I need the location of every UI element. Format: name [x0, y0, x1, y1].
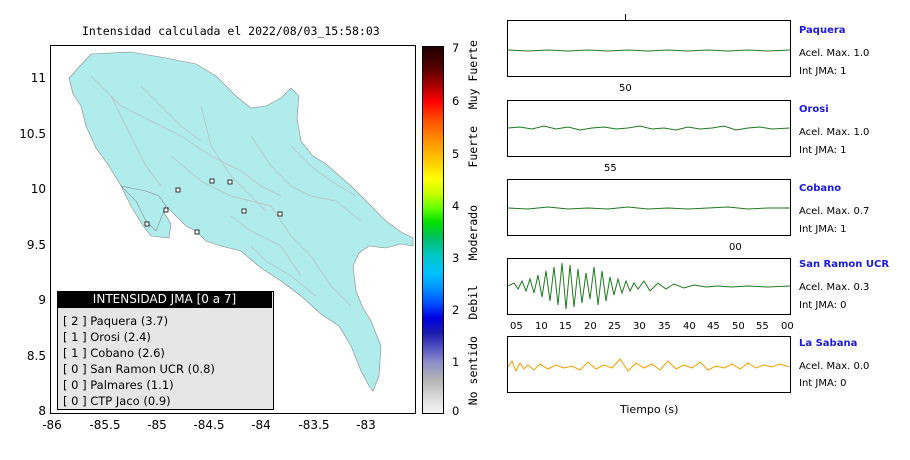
map-ytick: 10.5	[19, 127, 46, 141]
road-network	[90, 75, 362, 307]
map-xtick: -83.5	[298, 418, 330, 432]
colorbar-label: No sentido	[466, 336, 480, 406]
waveform-panel-orosi[interactable]	[507, 100, 791, 157]
station-accel: Acel. Max. 1.0	[799, 127, 870, 138]
waveform-panel-la-sabana[interactable]	[507, 336, 791, 393]
colorbar-label: Muy Fuerte	[466, 40, 480, 110]
station-markers	[144, 178, 283, 235]
time-tick: 20	[584, 321, 597, 332]
waveform-trace	[508, 206, 790, 210]
legend-item: [ 1 ] Orosi (2.4)	[63, 330, 151, 344]
colorbar-tick: 4	[452, 199, 460, 213]
waveform-trace	[508, 262, 790, 310]
legend-item: [ 2 ] Paquera (3.7)	[63, 314, 169, 328]
colorbar-label: Debil	[466, 285, 480, 320]
station-name: Cobano	[799, 183, 842, 194]
time-tick: 10	[535, 321, 548, 332]
map-xtick: -85.5	[89, 418, 121, 432]
time-tick-mark	[625, 14, 626, 20]
time-tick: 15	[559, 321, 572, 332]
time-tick: 30	[633, 321, 646, 332]
colorbar-tick: 3	[452, 251, 460, 265]
station-jma: Int JMA: 1	[799, 66, 847, 77]
time-tick: 25	[608, 321, 621, 332]
map-ytick: 9.5	[26, 238, 46, 252]
panel-time-label: 00	[729, 242, 742, 253]
station-accel: Acel. Max. 0.0	[799, 361, 870, 372]
map-xtick: -83	[356, 418, 376, 432]
station-name: Paquera	[799, 25, 846, 36]
station-jma: Int JMA: 0	[799, 378, 847, 389]
map-title: Intensidad calculada el 2022/08/03_15:58…	[82, 24, 380, 38]
costa-rica-map	[68, 51, 414, 392]
colorbar-tick: 5	[452, 147, 460, 161]
waveform-trace	[508, 125, 790, 131]
map-ytick: 9	[38, 293, 46, 307]
time-tick: 50	[732, 321, 745, 332]
panel-time-label: 55	[604, 163, 617, 174]
station-name: San Ramon UCR	[799, 259, 890, 270]
station-name: La Sabana	[799, 338, 858, 349]
colorbar-tick: 6	[452, 94, 460, 108]
legend-item: [ 0 ] Palmares (1.1)	[63, 378, 174, 392]
colorbar-label: Fuerte	[466, 126, 480, 168]
waveform-panel-san-ramon-ucr[interactable]	[507, 258, 791, 315]
land-costa-rica	[68, 51, 414, 392]
time-tick: 45	[707, 321, 720, 332]
legend-item: [ 1 ] Cobano (2.6)	[63, 346, 165, 360]
waveform-trace	[508, 358, 790, 373]
colorbar-tick: 2	[452, 303, 460, 317]
map-ytick: 11	[30, 71, 46, 85]
station-jma: Int JMA: 1	[799, 224, 847, 235]
legend-title: INTENSIDAD JMA [0 a 7]	[57, 291, 272, 308]
time-tick: 55	[756, 321, 769, 332]
waveform-trace	[508, 49, 790, 52]
map-xtick: -86	[42, 418, 62, 432]
map-ytick: 8	[38, 404, 46, 418]
time-tick: 05	[510, 321, 523, 332]
map-ytick: 10	[30, 182, 46, 196]
colorbar-tick: 0	[452, 404, 460, 418]
map-xtick: -84.5	[193, 418, 225, 432]
panel-time-label: 50	[619, 83, 632, 94]
time-tick: 35	[658, 321, 671, 332]
colorbar-tick: 7	[452, 41, 460, 55]
land-nicoya-tip	[120, 185, 167, 232]
legend-item: [ 0 ] San Ramon UCR (0.8)	[63, 362, 215, 376]
time-tick: 40	[683, 321, 696, 332]
colorbar-tick: 1	[452, 355, 460, 369]
station-accel: Acel. Max. 1.0	[799, 48, 870, 59]
station-accel: Acel. Max. 0.7	[799, 206, 870, 217]
intensity-legend	[57, 291, 274, 410]
station-jma: Int JMA: 0	[799, 300, 847, 311]
colorbar-label: Moderado	[466, 205, 480, 261]
station-accel: Acel. Max. 0.3	[799, 282, 870, 293]
map-xtick: -84	[251, 418, 271, 432]
map-ytick: 8.5	[26, 349, 46, 363]
time-axis-title: Tiempo (s)	[620, 403, 679, 416]
map-xtick: -85	[147, 418, 167, 432]
legend-item: [ 0 ] CTP Jaco (0.9)	[63, 394, 171, 408]
waveform-panel-cobano[interactable]	[507, 179, 791, 236]
intensity-colorbar	[422, 46, 444, 414]
station-jma: Int JMA: 1	[799, 145, 847, 156]
waveform-panel-paquera[interactable]	[507, 20, 791, 77]
station-name: Orosi	[799, 104, 829, 115]
time-tick: 00	[781, 321, 794, 332]
